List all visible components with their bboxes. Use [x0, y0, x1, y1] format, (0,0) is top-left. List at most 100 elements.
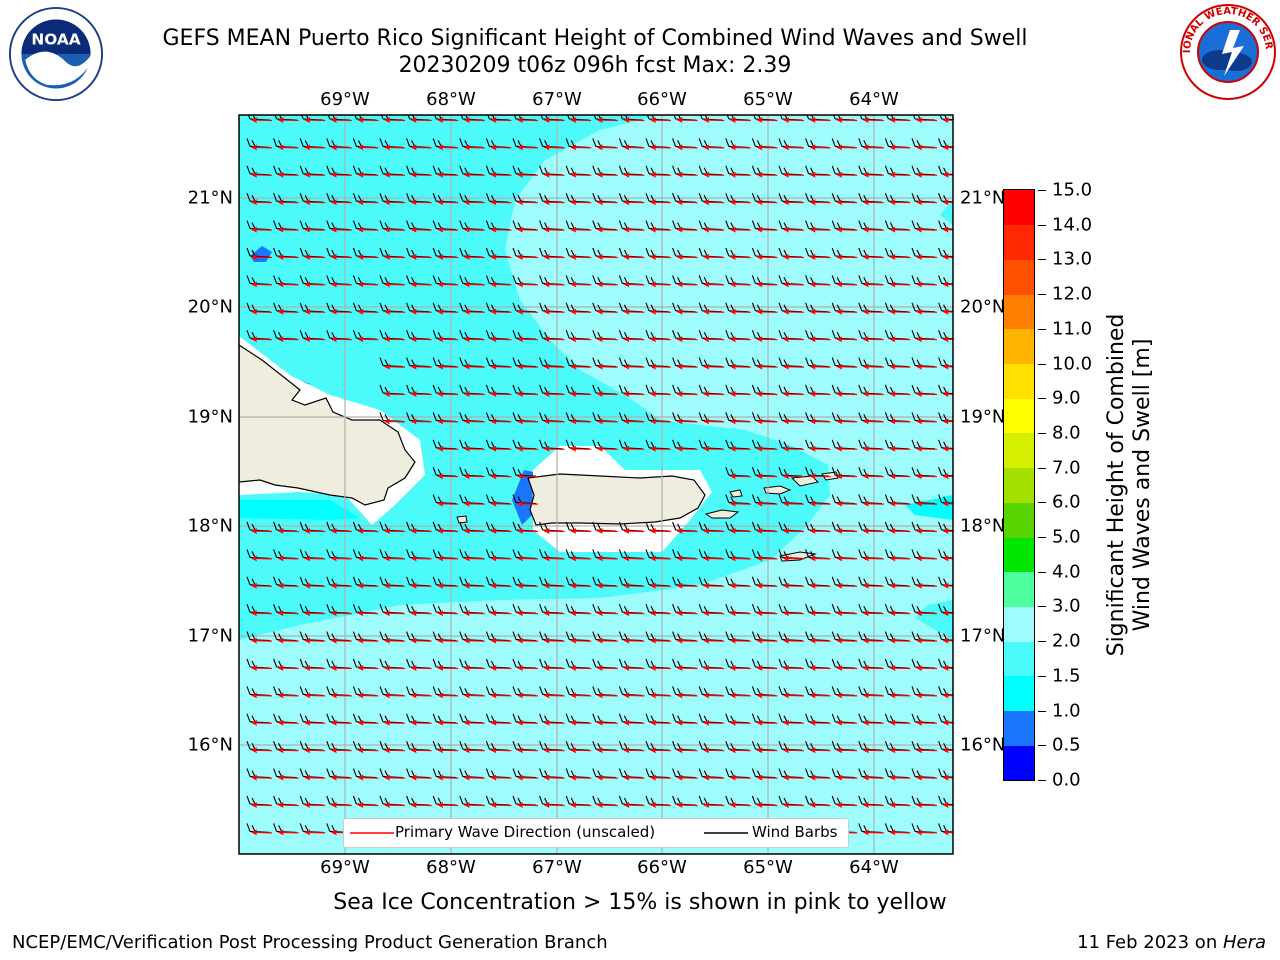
nws-logo: NATIONAL WEATHER SERVICE — [1178, 2, 1276, 100]
wave-direction-arrow — [251, 555, 273, 562]
wave-direction-arrow — [809, 719, 831, 726]
wave-direction-arrow — [729, 281, 751, 288]
wave-direction-arrow — [729, 610, 751, 617]
wave-direction-arrow — [836, 117, 858, 123]
wave-direction-arrow — [410, 117, 432, 123]
wave-direction-arrow — [889, 665, 911, 671]
wave-direction-arrow — [543, 582, 565, 589]
wave-direction-arrow — [410, 254, 432, 260]
wave-direction-arrow — [570, 281, 592, 288]
wave-direction-arrow — [942, 445, 953, 452]
colorbar-tick-label: 7.0 — [1052, 457, 1081, 479]
colorbar-segment — [1004, 467, 1034, 503]
wave-direction-arrow — [463, 802, 485, 808]
wave-direction-arrow — [676, 610, 698, 617]
wave-direction-arrow — [889, 500, 911, 507]
colorbar-tick-label: 5.0 — [1052, 526, 1081, 548]
wave-direction-arrow — [623, 254, 645, 260]
wave-direction-arrow — [756, 802, 778, 808]
wave-direction-arrow — [304, 336, 326, 343]
wave-direction-arrow — [916, 747, 938, 754]
wave-direction-arrow — [384, 637, 406, 644]
colorbar-label-line2: Wind Waves and Swell [m] — [1130, 338, 1155, 632]
wave-direction-arrow — [623, 308, 645, 315]
wave-direction-arrow — [836, 500, 858, 507]
wave-direction-arrow — [889, 802, 911, 808]
wave-direction-arrow — [251, 719, 273, 726]
wave-direction-arrow — [570, 254, 592, 260]
wave-direction-arrow — [623, 719, 645, 726]
wave-direction-arrow — [277, 665, 299, 671]
wave-direction-arrow — [490, 281, 512, 288]
wave-direction-arrow — [570, 363, 592, 370]
colorbar-tick-label: 0.0 — [1052, 769, 1081, 791]
wave-direction-arrow — [836, 336, 858, 343]
wave-direction-arrow — [676, 391, 698, 397]
colorbar-segment — [1004, 328, 1034, 365]
wave-direction-arrow — [357, 528, 379, 534]
wave-direction-arrow — [251, 254, 273, 260]
wave-direction-arrow — [916, 774, 938, 781]
wave-contour-2-0 — [239, 115, 953, 854]
wave-direction-arrow — [490, 555, 512, 562]
wave-direction-arrow — [330, 637, 352, 644]
wave-direction-arrow — [596, 445, 618, 452]
wave-direction-arrow — [330, 308, 352, 315]
wave-direction-arrow — [729, 363, 751, 370]
wave-direction-arrow — [889, 226, 911, 233]
wave-direction-arrow — [596, 308, 618, 315]
wave-direction-arrow — [623, 418, 645, 425]
wave-direction-arrow — [251, 747, 273, 754]
wave-direction-arrow — [836, 528, 858, 534]
wave-direction-arrow — [703, 774, 725, 781]
wave-direction-arrow — [676, 582, 698, 589]
wave-direction-arrow — [384, 719, 406, 726]
colorbar-label: Significant Height of Combined Wind Wave… — [1104, 314, 1156, 657]
wave-direction-arrow — [703, 418, 725, 425]
wave-direction-arrow — [384, 582, 406, 589]
wave-direction-arrow — [676, 117, 698, 123]
wave-direction-arrow — [384, 665, 406, 671]
wave-direction-arrow — [703, 117, 725, 123]
wave-direction-arrow — [623, 747, 645, 754]
wave-direction-arrow — [676, 747, 698, 754]
wave-direction-arrow — [570, 582, 592, 589]
wave-direction-arrow — [304, 117, 326, 123]
wave-direction-arrow — [570, 171, 592, 178]
wave-direction-arrow — [384, 117, 406, 123]
wave-direction-arrow — [916, 719, 938, 726]
wave-direction-arrow — [543, 802, 565, 808]
wave-direction-arrow — [463, 254, 485, 260]
wave-direction-arrow — [783, 665, 805, 671]
wave-direction-arrow — [596, 363, 618, 370]
wave-direction-arrow — [729, 692, 751, 699]
wave-direction-arrow — [650, 582, 672, 589]
wave-direction-arrow — [916, 582, 938, 589]
wave-direction-arrow — [809, 171, 831, 178]
wave-direction-arrow — [783, 719, 805, 726]
wave-direction-arrow — [517, 528, 539, 534]
wave-direction-arrow — [862, 308, 884, 315]
wave-direction-arrow — [862, 199, 884, 206]
wave-direction-arrow — [330, 610, 352, 617]
wave-direction-arrow — [862, 692, 884, 699]
wave-direction-arrow — [410, 692, 432, 699]
wave-direction-arrow — [277, 528, 299, 534]
wave-direction-arrow — [650, 637, 672, 644]
wave-direction-arrow — [304, 610, 326, 617]
footer-branch: NCEP/EMC/Verification Post Processing Pr… — [12, 932, 608, 953]
wave-direction-arrow — [756, 336, 778, 343]
wave-direction-arrow — [277, 692, 299, 699]
wave-direction-arrow — [596, 582, 618, 589]
wave-direction-arrow — [862, 473, 884, 480]
wave-direction-arrow — [463, 719, 485, 726]
wave-direction-arrow — [384, 747, 406, 754]
wave-direction-arrow — [809, 802, 831, 808]
colorbar-segment — [1004, 710, 1034, 746]
wave-direction-arrow — [596, 171, 618, 178]
wave-direction-arrow — [862, 418, 884, 425]
wave-direction-arrow — [437, 199, 459, 206]
wave-direction-arrow — [384, 610, 406, 617]
wave-direction-arrow — [304, 254, 326, 260]
